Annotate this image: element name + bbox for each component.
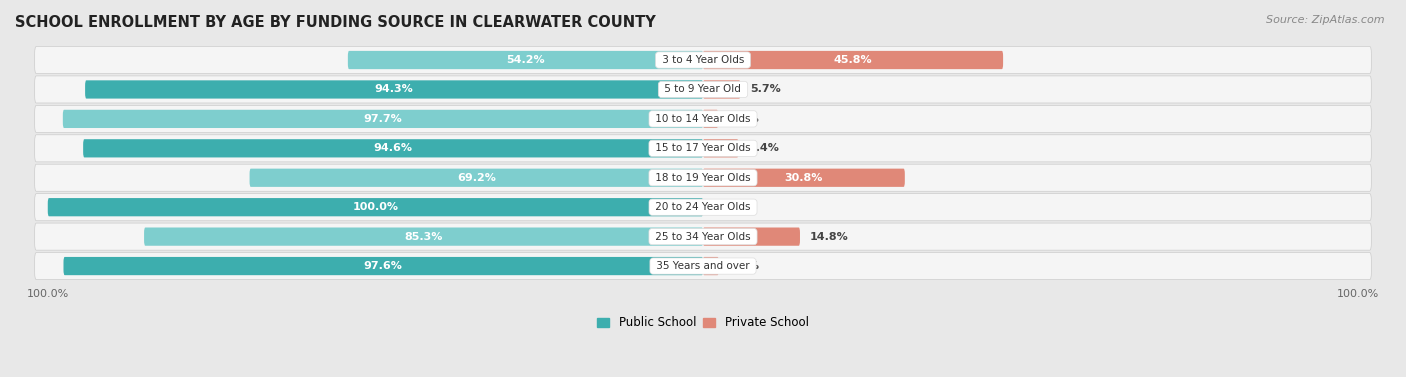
FancyBboxPatch shape [63, 110, 703, 128]
Text: 15 to 17 Year Olds: 15 to 17 Year Olds [652, 143, 754, 153]
Text: 94.3%: 94.3% [374, 84, 413, 95]
FancyBboxPatch shape [35, 135, 1371, 162]
FancyBboxPatch shape [35, 194, 1371, 221]
Text: 5.4%: 5.4% [748, 143, 779, 153]
FancyBboxPatch shape [35, 105, 1371, 132]
FancyBboxPatch shape [703, 227, 800, 246]
Text: 14.8%: 14.8% [810, 231, 849, 242]
Text: 69.2%: 69.2% [457, 173, 496, 183]
Text: 97.6%: 97.6% [364, 261, 402, 271]
Text: 100.0%: 100.0% [353, 202, 398, 212]
Text: 30.8%: 30.8% [785, 173, 823, 183]
Text: 85.3%: 85.3% [405, 231, 443, 242]
Text: 94.6%: 94.6% [374, 143, 412, 153]
Text: 25 to 34 Year Olds: 25 to 34 Year Olds [652, 231, 754, 242]
FancyBboxPatch shape [35, 46, 1371, 74]
Text: 2.4%: 2.4% [728, 261, 759, 271]
FancyBboxPatch shape [83, 139, 703, 158]
FancyBboxPatch shape [703, 169, 905, 187]
Text: Source: ZipAtlas.com: Source: ZipAtlas.com [1267, 15, 1385, 25]
FancyBboxPatch shape [35, 76, 1371, 103]
Text: 35 Years and over: 35 Years and over [652, 261, 754, 271]
Text: 5 to 9 Year Old: 5 to 9 Year Old [661, 84, 745, 95]
Legend: Public School, Private School: Public School, Private School [593, 313, 813, 333]
Text: 3 to 4 Year Olds: 3 to 4 Year Olds [658, 55, 748, 65]
FancyBboxPatch shape [703, 110, 718, 128]
FancyBboxPatch shape [35, 164, 1371, 191]
FancyBboxPatch shape [250, 169, 703, 187]
FancyBboxPatch shape [703, 80, 741, 98]
FancyBboxPatch shape [143, 227, 703, 246]
Text: 18 to 19 Year Olds: 18 to 19 Year Olds [652, 173, 754, 183]
Text: 54.2%: 54.2% [506, 55, 544, 65]
FancyBboxPatch shape [703, 139, 738, 158]
FancyBboxPatch shape [86, 80, 703, 98]
FancyBboxPatch shape [35, 223, 1371, 250]
Text: 10 to 14 Year Olds: 10 to 14 Year Olds [652, 114, 754, 124]
Text: SCHOOL ENROLLMENT BY AGE BY FUNDING SOURCE IN CLEARWATER COUNTY: SCHOOL ENROLLMENT BY AGE BY FUNDING SOUR… [15, 15, 655, 30]
FancyBboxPatch shape [347, 51, 703, 69]
FancyBboxPatch shape [48, 198, 703, 216]
Text: 2.3%: 2.3% [728, 114, 759, 124]
Text: 5.7%: 5.7% [751, 84, 780, 95]
Text: 45.8%: 45.8% [834, 55, 872, 65]
FancyBboxPatch shape [63, 257, 703, 275]
Text: 0.0%: 0.0% [713, 202, 744, 212]
FancyBboxPatch shape [703, 257, 718, 275]
FancyBboxPatch shape [703, 51, 1002, 69]
FancyBboxPatch shape [35, 253, 1371, 280]
Text: 97.7%: 97.7% [364, 114, 402, 124]
Text: 20 to 24 Year Olds: 20 to 24 Year Olds [652, 202, 754, 212]
